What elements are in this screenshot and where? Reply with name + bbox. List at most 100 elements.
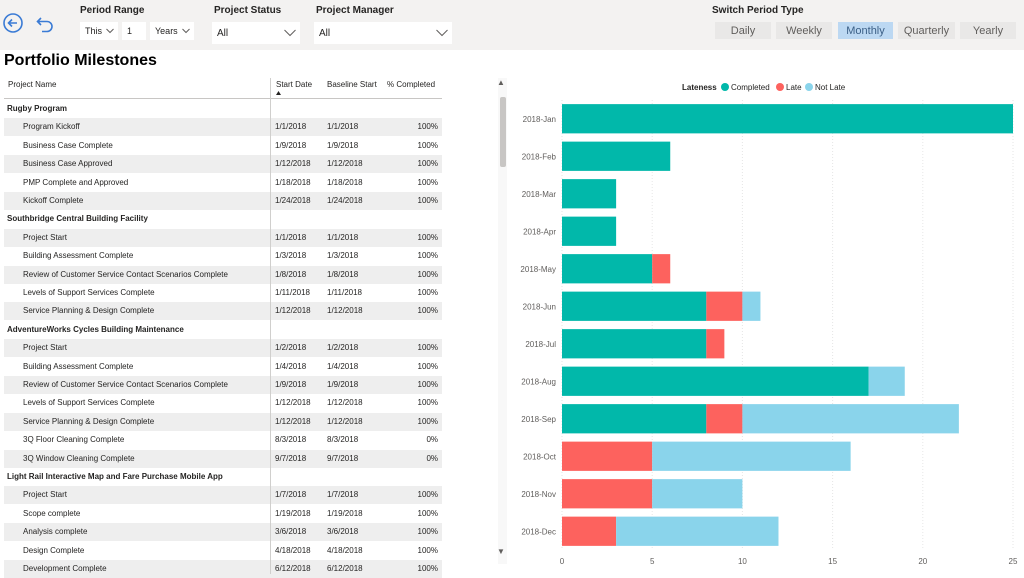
- cell-project-name: Project Start: [23, 343, 68, 353]
- cell-baseline-start: 8/3/2018: [327, 435, 359, 445]
- period-count-input[interactable]: 1: [122, 22, 146, 40]
- cell-start-date: 1/19/2018: [275, 508, 311, 518]
- scrollbar-thumb[interactable]: [500, 97, 506, 167]
- table-row[interactable]: Design Complete 4/18/2018 4/18/2018 100%: [4, 542, 442, 560]
- period-monthly-button[interactable]: Monthly: [838, 22, 893, 39]
- period-unit-dropdown[interactable]: Years: [150, 22, 194, 40]
- cell-start-date: 1/11/2018: [275, 288, 310, 297]
- table-group-row[interactable]: Light Rail Interactive Map and Fare Purc…: [4, 468, 442, 486]
- cell-pct-completed: 100%: [417, 343, 438, 353]
- cell-baseline-start: 1/1/2018: [327, 122, 359, 132]
- column-header-pct-completed[interactable]: % Completed: [387, 80, 436, 89]
- table-group-row[interactable]: Southbridge Central Building Facility: [4, 210, 442, 228]
- table-row[interactable]: Project Start 1/2/2018 1/2/2018 100%: [4, 339, 442, 358]
- table-row[interactable]: Business Case Complete 1/9/2018 1/9/2018 10…: [4, 137, 442, 155]
- bar-not-late: [868, 366, 905, 396]
- cell-start-date: 1/7/2018: [275, 490, 307, 500]
- period-weekly-button[interactable]: Weekly: [776, 22, 832, 39]
- table-row[interactable]: PMP Complete and Approved 1/18/2018 1/18/2…: [4, 174, 442, 192]
- undo-icon[interactable]: [34, 12, 56, 34]
- table-row[interactable]: Review of Customer Service Contact Scena…: [4, 265, 442, 284]
- cell-project-name: Building Assessment Complete: [23, 361, 134, 371]
- bar-not-late: [652, 441, 851, 471]
- bar-not-late: [652, 479, 743, 509]
- cell-start-date: 4/18/2018: [275, 545, 311, 555]
- scroll-up-icon[interactable]: ▲: [497, 78, 505, 87]
- table-row[interactable]: 3Q Window Cleaning Complete 9/7/2018 9/7/2…: [4, 449, 442, 468]
- legend-title: Lateness: [682, 83, 717, 92]
- x-tick-label: 25: [1009, 557, 1018, 566]
- table-row[interactable]: Kickoff Complete 1/24/2018 1/24/2018 100%: [4, 192, 442, 210]
- table-row[interactable]: Service Planning & Design Complete 1/12/2…: [4, 412, 442, 431]
- cell-pct-completed: 100%: [417, 140, 438, 150]
- table-row[interactable]: Program Kickoff 1/1/2018 1/1/2018 100%: [4, 118, 442, 137]
- bar-completed: [562, 104, 1013, 134]
- group-name: Rugby Program: [7, 104, 68, 113]
- cell-pct-completed: 100%: [417, 490, 438, 500]
- column-header-start-date[interactable]: Start Date: [276, 80, 313, 89]
- page-title: Portfolio Milestones: [4, 52, 157, 69]
- table-row[interactable]: Project Start 1/1/2018 1/1/2018 100%: [4, 228, 442, 247]
- project-manager-dropdown[interactable]: All: [314, 22, 452, 44]
- bar-late: [706, 329, 725, 359]
- project-manager-value: All: [319, 27, 331, 39]
- period-daily-button[interactable]: Daily: [715, 22, 771, 39]
- bar-completed: [562, 291, 707, 321]
- cell-start-date: 1/9/2018: [275, 140, 307, 150]
- table-row[interactable]: Review of Customer Service Contact Scena…: [4, 376, 442, 394]
- period-unit-value: Years: [155, 26, 178, 36]
- cell-project-name: Analysis complete: [23, 527, 88, 537]
- chevron-down-icon: [182, 28, 190, 34]
- y-category-label: 2018-Aug: [521, 377, 556, 386]
- table-row[interactable]: Levels of Support Services Complete 1/12/…: [4, 394, 442, 412]
- x-tick-label: 5: [650, 557, 655, 566]
- group-name: AdventureWorks Cycles Building Maintenan…: [7, 324, 184, 334]
- cell-project-name: Design Complete: [23, 545, 85, 555]
- y-category-label: 2018-Apr: [523, 227, 556, 236]
- y-category-label: 2018-Sep: [521, 415, 556, 424]
- cell-pct-completed: 100%: [417, 122, 438, 132]
- period-quarterly-button[interactable]: Quarterly: [898, 22, 955, 39]
- cell-project-name: Development Complete: [23, 564, 107, 573]
- table-row[interactable]: Building Assessment Complete 1/4/2018 1/4/…: [4, 358, 442, 376]
- table-group-row[interactable]: AdventureWorks Cycles Building Maintenan…: [4, 321, 442, 339]
- bar-late: [562, 479, 653, 509]
- cell-pct-completed: 100%: [417, 159, 438, 169]
- period-yearly-button[interactable]: Yearly: [960, 22, 1016, 39]
- table-scrollbar[interactable]: [498, 78, 507, 564]
- cell-start-date: 9/7/2018: [275, 453, 307, 463]
- table-row[interactable]: Service Planning & Design Complete 1/12/2…: [4, 302, 442, 321]
- table-group-row[interactable]: Rugby Program: [4, 100, 442, 118]
- period-mode-dropdown[interactable]: This: [80, 22, 118, 40]
- y-category-label: 2018-Mar: [522, 190, 557, 199]
- cell-baseline-start: 1/12/2018: [327, 306, 363, 316]
- column-header-project-name[interactable]: Project Name: [8, 80, 57, 89]
- table-row[interactable]: Building Assessment Complete 1/3/2018 1/3/…: [4, 247, 442, 265]
- cell-baseline-start: 4/18/2018: [327, 545, 363, 555]
- cell-project-name: Building Assessment Complete: [23, 251, 134, 261]
- cell-start-date: 1/9/2018: [275, 380, 307, 389]
- bar-late: [562, 441, 653, 471]
- legend-marker: [776, 83, 784, 91]
- table-row[interactable]: 3Q Floor Cleaning Complete 8/3/2018 8/3/20…: [4, 431, 442, 449]
- bar-not-late: [616, 516, 779, 546]
- cell-project-name: Service Planning & Design Complete: [23, 416, 155, 426]
- table-row[interactable]: Business Case Approved 1/12/2018 1/12/2018…: [4, 155, 442, 174]
- table-row[interactable]: Analysis complete 3/6/2018 3/6/2018 100%: [4, 523, 442, 542]
- y-category-label: 2018-Nov: [521, 490, 556, 499]
- scroll-down-icon[interactable]: ▼: [497, 547, 505, 556]
- cell-start-date: 1/3/2018: [275, 251, 307, 261]
- project-manager-label: Project Manager: [316, 5, 394, 16]
- bar-completed: [562, 329, 707, 359]
- bar-late: [706, 291, 743, 321]
- table-row[interactable]: Project Start 1/7/2018 1/7/2018 100%: [4, 486, 442, 505]
- table-row[interactable]: Development Complete 6/12/2018 6/12/2018 10…: [4, 560, 442, 578]
- table-row[interactable]: Scope complete 1/19/2018 1/19/2018 100%: [4, 505, 442, 523]
- project-status-dropdown[interactable]: All: [212, 22, 300, 44]
- cell-pct-completed: 100%: [417, 288, 438, 297]
- column-header-baseline-start[interactable]: Baseline Start: [327, 80, 377, 89]
- cell-start-date: 1/18/2018: [275, 177, 311, 187]
- back-arrow-icon[interactable]: [2, 12, 24, 34]
- x-tick-label: 15: [828, 557, 837, 566]
- table-row[interactable]: Levels of Support Services Complete 1/11/…: [4, 284, 442, 302]
